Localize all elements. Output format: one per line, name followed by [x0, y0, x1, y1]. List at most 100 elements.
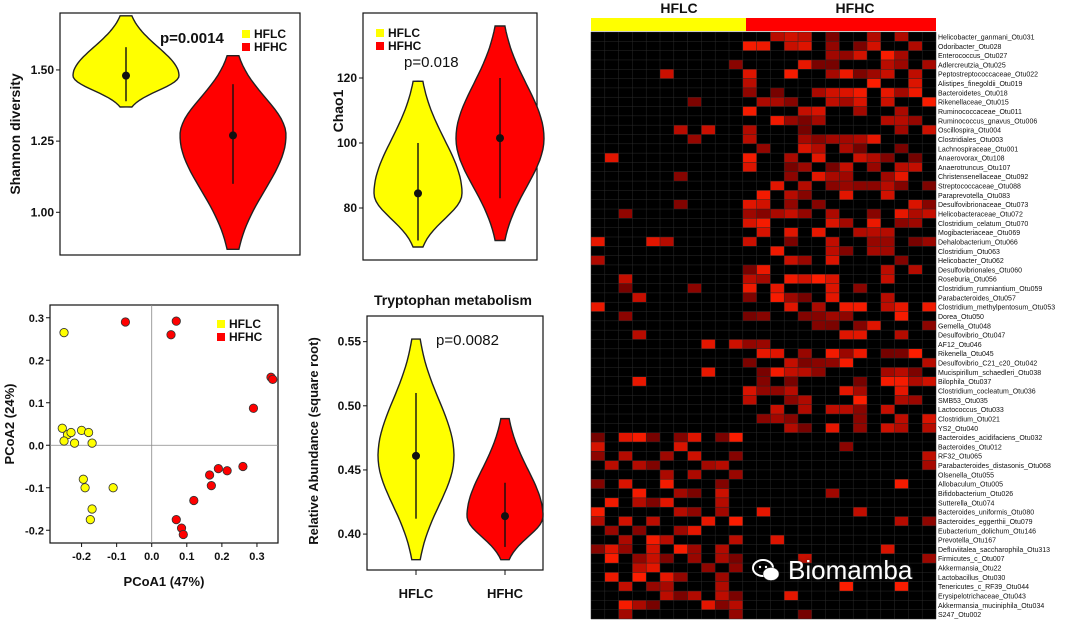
heatmap-cell: [825, 181, 840, 191]
heatmap-row-label: Odoribacter_Otu028: [938, 44, 1002, 51]
heatmap-cell: [894, 311, 909, 321]
heatmap-cell: [784, 227, 798, 237]
pcoa-panel: PCoA2 (24%) PCoA1 (47%) HFLC HFHC -0.2 -0…: [2, 304, 279, 589]
heatmap-cell: [632, 432, 647, 442]
heatmap-cell: [894, 414, 909, 424]
heatmap-cell: [908, 115, 923, 126]
heatmap-cell: [798, 190, 812, 200]
heatmap-cell: [618, 274, 633, 284]
heatmap-cell: [908, 41, 923, 51]
heatmap-cell: [604, 153, 619, 163]
heatmap-cell: [798, 311, 812, 321]
heatmap-cell: [756, 376, 771, 387]
heatmap-cell: [784, 190, 798, 200]
heatmap-group-bar-hfhc: [746, 18, 936, 31]
heatmap-cell: [908, 218, 923, 228]
heatmap-cell: [784, 591, 798, 601]
heatmap-cell: [729, 563, 743, 573]
heatmap-row-label: SMB53_Otu035: [938, 398, 988, 405]
heatmap-cell: [784, 386, 798, 396]
heatmap-cell: [880, 69, 895, 79]
heatmap-cell: [632, 330, 647, 340]
heatmap-cell: [742, 106, 757, 116]
shannon-pvalue: p=0.0014: [160, 30, 224, 47]
heatmap-cell: [632, 563, 647, 573]
heatmap-row-label: Dorea_Otu050: [938, 314, 984, 321]
heatmap-cell: [632, 460, 647, 470]
tryptophan-y-tick-label: 0.40: [338, 527, 362, 541]
heatmap-cell: [591, 479, 605, 489]
heatmap-cell: [591, 507, 605, 517]
heatmap-row-label: Bifidobacterium_Otu026: [938, 491, 1013, 498]
heatmap-cell: [591, 451, 605, 461]
heatmap-cell: [908, 367, 923, 377]
heatmap-cell: [811, 358, 826, 368]
heatmap-cell: [715, 488, 729, 498]
heatmap-cell: [798, 367, 812, 377]
heatmap-cell: [853, 423, 867, 433]
pcoa-legend-label-hfhc: HFHC: [229, 330, 263, 344]
heatmap-cell: [908, 209, 923, 219]
heatmap-row-label: Bacteroides_acidifaciens_Otu032: [938, 435, 1042, 442]
heatmap-row-label: Defluviitalea_saccharophila_Otu313: [938, 547, 1050, 554]
heatmap-cell: [784, 115, 798, 126]
heatmap-row-label: Desulfovibrio_C21_c20_Otu042: [938, 361, 1037, 368]
heatmap-cell: [880, 292, 895, 303]
heatmap-cell: [825, 171, 840, 182]
heatmap-cell: [798, 41, 812, 51]
heatmap-cell: [867, 320, 881, 331]
shannon-legend-swatch-hfhc: [242, 43, 250, 51]
heatmap-cell: [715, 600, 729, 610]
heatmap-cell: [853, 50, 867, 60]
shannon-y-tick-label: 1.25: [31, 134, 55, 148]
heatmap-cell: [784, 209, 798, 219]
heatmap-cell: [880, 246, 895, 256]
heatmap-cell: [880, 115, 895, 126]
heatmap-group-bar-hflc: [591, 18, 746, 31]
chao1-legend-label-hfhc: HFHC: [388, 39, 422, 53]
heatmap-row-label: Clostridium_celatum_Otu070: [938, 221, 1028, 228]
heatmap-cell: [825, 255, 840, 265]
heatmap-cell: [687, 507, 702, 517]
pcoa-point-hfhc: [268, 374, 278, 384]
heatmap-cell: [756, 507, 771, 517]
heatmap-cell: [880, 423, 895, 433]
shannon-y-tick-label: 1.00: [31, 205, 55, 219]
heatmap-cell: [853, 320, 867, 331]
heatmap-cell: [853, 395, 867, 405]
heatmap-cell: [591, 516, 605, 526]
heatmap-cell: [604, 525, 619, 536]
heatmap-cell: [811, 320, 826, 331]
heatmap-cell: [618, 283, 633, 293]
heatmap-cell: [756, 367, 771, 377]
heatmap-cell: [784, 41, 798, 51]
heatmap-cell: [618, 544, 633, 554]
heatmap-cell: [825, 423, 840, 433]
heatmap-cell: [660, 572, 674, 582]
heatmap-cell: [701, 367, 716, 377]
heatmap-cell: [742, 78, 757, 88]
heatmap-cell: [604, 544, 619, 554]
heatmap-cell: [825, 50, 840, 60]
heatmap-cell: [591, 302, 605, 312]
shannon-legend-swatch-hflc: [242, 30, 250, 38]
heatmap-cell: [894, 143, 909, 154]
heatmap-cell: [867, 227, 881, 237]
heatmap-cell: [673, 488, 688, 498]
heatmap-cell: [867, 162, 881, 172]
heatmap-row-label: Erysipelotrichaceae_Otu043: [938, 594, 1026, 601]
shannon-y-axis-label: Shannon diversity: [7, 73, 23, 195]
heatmap-cell: [756, 218, 771, 228]
heatmap-cell: [798, 115, 812, 126]
heatmap-cell: [894, 125, 909, 135]
heatmap-row-label: AF12_Otu046: [938, 342, 982, 349]
shannon-y-tick-label: 1.50: [31, 63, 55, 77]
heatmap-cell: [715, 497, 729, 508]
heatmap-row-label: Sutterella_Otu074: [938, 500, 995, 507]
heatmap-row-label: Ruminococcaceae_Otu011: [938, 109, 1022, 116]
heatmap-cell: [756, 227, 771, 237]
heatmap-row-label: Desulfovibrionaceae_Otu073: [938, 202, 1028, 209]
heatmap-cell: [715, 479, 729, 489]
heatmap-cell: [811, 302, 826, 312]
heatmap-cell: [784, 153, 798, 163]
